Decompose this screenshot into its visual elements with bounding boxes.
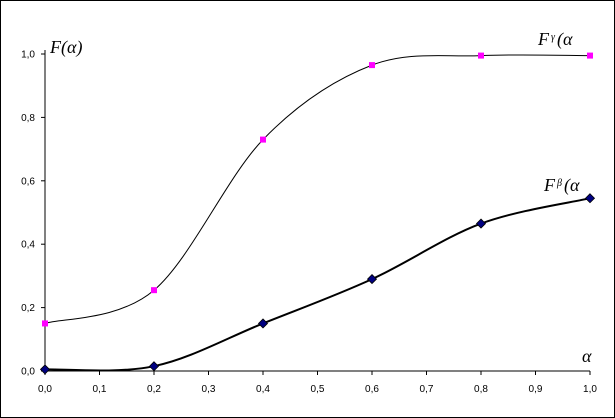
series-gamma-line xyxy=(44,54,591,324)
x-tick-label: 0,0 xyxy=(38,384,52,395)
series-label-sup: γ xyxy=(551,32,556,43)
series-label-sup: β xyxy=(556,178,562,189)
y-tick-label: 0,8 xyxy=(21,113,35,124)
series-gamma-point xyxy=(151,287,157,294)
series-beta-point xyxy=(475,218,487,229)
series-layer xyxy=(39,52,596,375)
x-tick-label: 0,4 xyxy=(256,384,270,395)
x-axis-title: α xyxy=(582,346,592,366)
x-tick-label: 0,3 xyxy=(202,384,216,395)
y-tick-label: 1,0 xyxy=(21,50,35,61)
series-label-tail: (α xyxy=(564,175,580,196)
x-tick-label: 0,5 xyxy=(311,384,325,395)
x-tick-label: 1,0 xyxy=(583,384,597,395)
series-beta-point xyxy=(39,364,51,375)
x-tick-label: 0,1 xyxy=(93,384,107,395)
x-tick-label: 0,6 xyxy=(365,384,379,395)
series-gamma-point xyxy=(42,320,48,327)
y-tick-label: 0,0 xyxy=(21,367,35,378)
series-beta-point xyxy=(584,193,596,204)
series-label-tail: (α xyxy=(557,29,573,50)
x-tick-label: 0,2 xyxy=(147,384,161,395)
series-gamma-point xyxy=(260,136,266,143)
x-tick-label: 0,8 xyxy=(474,384,488,395)
y-tick-label: 0,2 xyxy=(21,303,35,314)
series-gamma-point xyxy=(478,52,484,59)
y-tick-label: 0,6 xyxy=(21,176,35,187)
series-label-main: F xyxy=(543,175,556,195)
labels-layer: F(α)αF γ (αF β (α xyxy=(49,29,592,366)
y-tick-label: 0,4 xyxy=(21,240,35,251)
series-gamma-point xyxy=(369,62,375,69)
axes: 0,0 0,1 0,2 0,3 0,4 0,5 0,6 0,7 0,8 0,9 1,0 0,0 0,2 0… xyxy=(21,50,597,396)
y-axis-title: F(α) xyxy=(49,37,82,58)
series-beta-line xyxy=(44,197,591,372)
series-label-main: F xyxy=(537,29,550,49)
series-gamma-point xyxy=(587,52,593,59)
x-tick-label: 0,9 xyxy=(529,384,543,395)
series-beta-point xyxy=(366,274,378,285)
series-beta-point xyxy=(148,361,160,372)
x-tick-label: 0,7 xyxy=(420,384,434,395)
series-beta-point xyxy=(257,318,269,329)
